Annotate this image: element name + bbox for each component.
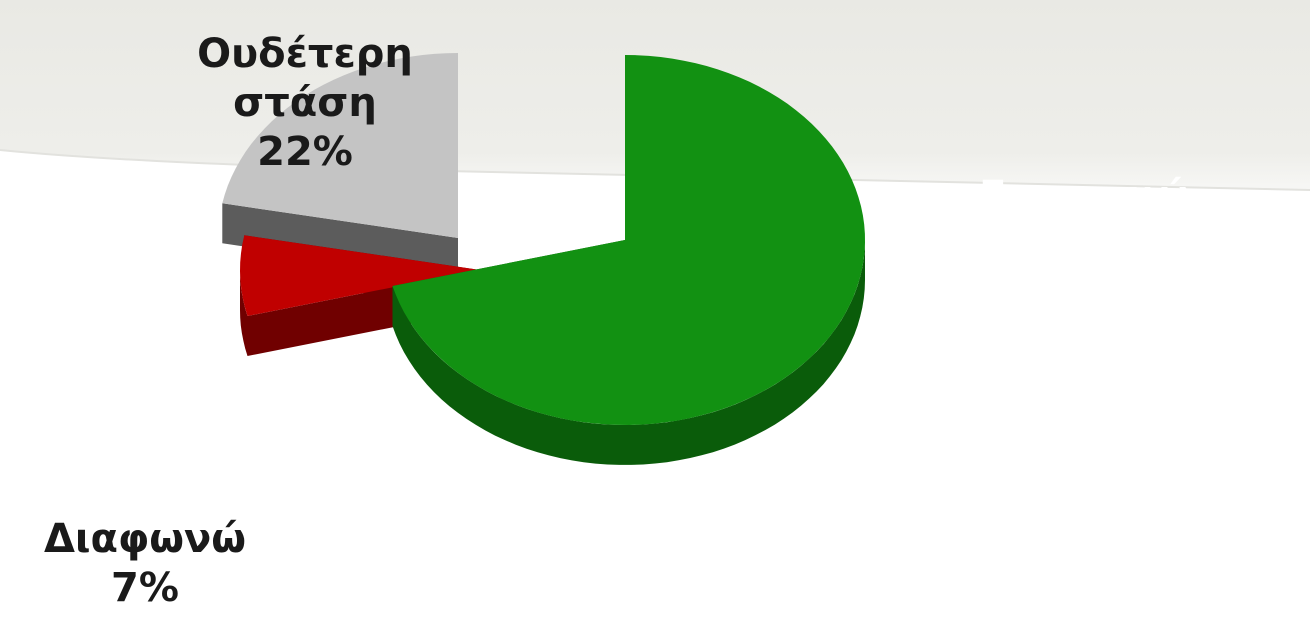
label-disagree-value: 7% xyxy=(111,564,179,611)
data-label-neutral: Ουδέτερη στάση 22% xyxy=(160,30,450,176)
label-agree-value: 71% xyxy=(1037,221,1133,268)
data-label-agree: Συμφωνώ 71% xyxy=(915,172,1255,270)
slice-disagree-top xyxy=(240,235,480,316)
slice-neutral-top xyxy=(222,53,458,238)
label-neutral-line-2: στάση xyxy=(233,79,377,126)
slice-agree-side xyxy=(392,240,865,465)
slice-agree xyxy=(392,55,865,465)
label-disagree-name: Διαφωνώ xyxy=(43,516,247,562)
label-neutral-value: 22% xyxy=(257,128,353,175)
data-label-disagree: Διαφωνώ 7% xyxy=(0,515,290,613)
label-neutral-line-1: Ουδέτερη xyxy=(197,31,413,77)
slice-agree-top xyxy=(392,55,865,425)
slice-disagree-side xyxy=(240,270,248,356)
label-agree-name: Συμφωνώ xyxy=(979,173,1191,219)
